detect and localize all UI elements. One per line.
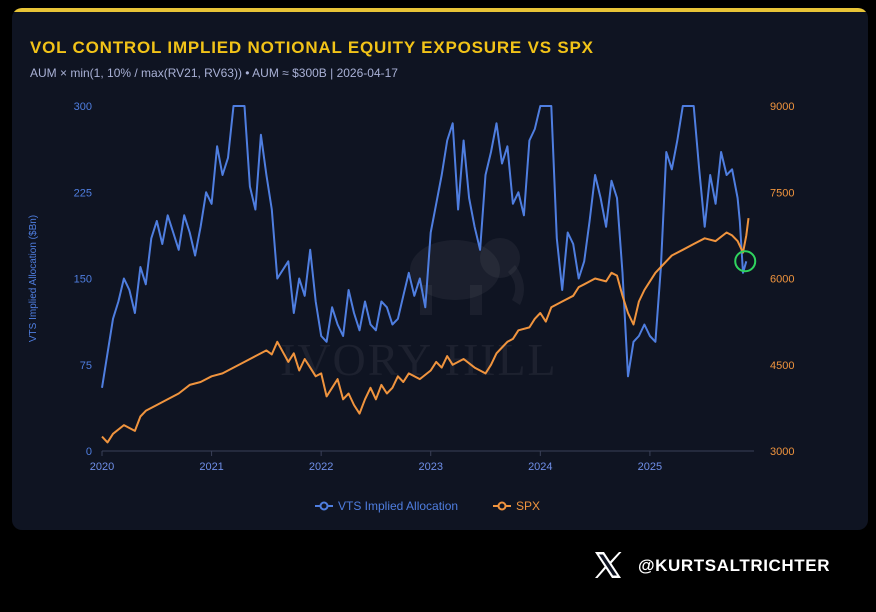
chart-subtitle: AUM × min(1, 10% / max(RV21, RV63)) • AU…: [30, 66, 398, 80]
y-left-tick-label: 150: [74, 274, 92, 286]
legend-swatch-marker: [319, 501, 329, 511]
x-logo-icon: [595, 552, 622, 578]
legend-label: VTS Implied Allocation: [338, 499, 458, 513]
y-left-tick-label: 0: [86, 446, 92, 458]
chart-card: VOL CONTROL IMPLIED NOTIONAL EQUITY EXPO…: [12, 8, 868, 530]
legend-label: SPX: [516, 499, 540, 513]
y-right-tick-label: 4500: [770, 360, 794, 372]
x-tick-label: 2025: [638, 461, 662, 473]
y-left-tick-label: 225: [74, 187, 92, 199]
y-right-tick-label: 7500: [770, 187, 794, 199]
watermark: IVORY HILL: [280, 238, 556, 385]
spx-series-line: [101, 217, 750, 444]
x-tick-label: 2022: [309, 461, 333, 473]
y-right-tick-label: 3000: [770, 446, 794, 458]
y-left-tick-label: 75: [80, 360, 92, 372]
highlight-circle: [734, 250, 757, 273]
plot-area: [101, 105, 757, 444]
legend-swatch-marker: [497, 501, 507, 511]
legend: VTS Implied Allocation SPX: [315, 499, 540, 513]
x-tick-label: 2024: [528, 461, 552, 473]
x-tick-label: 2021: [199, 461, 223, 473]
card-accent-line: [12, 8, 868, 12]
chart-title: VOL CONTROL IMPLIED NOTIONAL EQUITY EXPO…: [30, 38, 594, 57]
y-left-tick-label: 300: [74, 101, 92, 113]
y-right-tick-label: 6000: [770, 274, 794, 286]
axes: 0 75 150 225 300 3000 4500 6000 7500 9000 2020 2021…: [28, 101, 794, 473]
y-right-tick-label: 9000: [770, 101, 794, 113]
author-handle: @KURTSALTRICHTER: [638, 556, 831, 575]
vts-series-line: [101, 105, 748, 388]
x-tick-label: 2023: [418, 461, 442, 473]
y-left-axis-label: VTS Implied Allocation ($Bn): [28, 215, 39, 342]
x-tick-label: 2020: [90, 461, 114, 473]
